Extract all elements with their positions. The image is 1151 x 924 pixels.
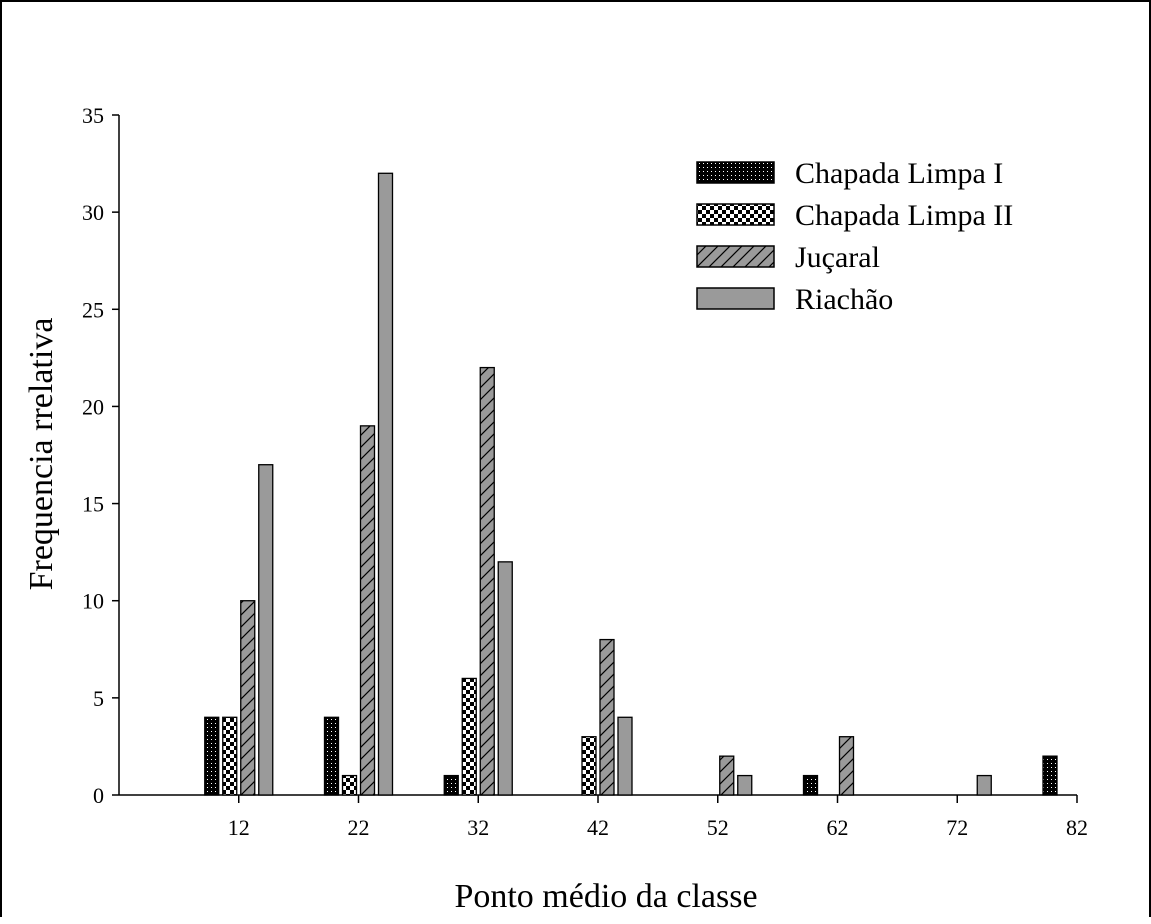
- legend-swatch: [696, 161, 775, 184]
- bar-82-series-0: [1042, 755, 1058, 796]
- legend-label: Juçaral: [795, 241, 880, 274]
- x-tick-label: 12: [228, 815, 250, 840]
- x-axis-title: Ponto médio da classe: [454, 878, 757, 915]
- x-tick-label: 72: [946, 815, 968, 840]
- x-tick-label: 42: [587, 815, 609, 840]
- bars: [204, 172, 1058, 796]
- x-tick-label: 62: [827, 815, 849, 840]
- legend: Chapada Limpa I Chapada Limpa II Juçaral Ri…: [696, 157, 1013, 316]
- bar-52-series-2: [719, 755, 735, 796]
- bar-22-series-0: [323, 716, 340, 796]
- bar-32-series-0: [443, 774, 459, 796]
- bar-12-series-1: [222, 716, 238, 796]
- y-tick-label: 15: [82, 492, 104, 517]
- bar-22-series-1: [341, 774, 358, 796]
- y-tick-label: 0: [93, 783, 104, 808]
- legend-label: Riachão: [795, 283, 893, 316]
- bar-62-series-2: [838, 736, 855, 796]
- bar-52-series-3: [737, 774, 753, 796]
- legend-swatch: [696, 245, 775, 268]
- bar-22-series-3: [377, 172, 394, 796]
- x-tick-label: 22: [348, 815, 370, 840]
- y-tick-label: 35: [82, 103, 104, 128]
- bar-32-series-3: [497, 561, 513, 796]
- bar-22-series-2: [359, 425, 376, 796]
- bar-32-series-2: [479, 366, 495, 796]
- y-axis: 0 5 10 15 20 25 30 35: [82, 103, 120, 808]
- bar-72-series-3: [976, 774, 992, 796]
- bar-42-series-3: [617, 716, 633, 796]
- y-tick-label: 20: [82, 394, 104, 419]
- bar-42-series-1: [581, 736, 597, 796]
- bar-12-series-3: [258, 464, 274, 796]
- y-tick-label: 30: [82, 200, 104, 225]
- x-axis: 12 22 32 42 52 62 72 82: [119, 794, 1088, 840]
- x-tick-label: 32: [467, 815, 489, 840]
- x-tick-label: 82: [1066, 815, 1088, 840]
- bar-32-series-1: [461, 677, 477, 796]
- bar-12-series-0: [204, 716, 220, 796]
- y-tick-label: 25: [82, 297, 104, 322]
- legend-label: Chapada Limpa I: [795, 157, 1003, 190]
- x-tick-label: 52: [707, 815, 729, 840]
- bar-62-series-0: [802, 774, 819, 796]
- bar-12-series-2: [240, 600, 256, 796]
- y-axis-title: Frequencia rrelativa: [23, 318, 60, 591]
- y-tick-label: 5: [93, 686, 104, 711]
- legend-label: Chapada Limpa II: [795, 199, 1013, 232]
- bar-42-series-2: [599, 638, 615, 796]
- y-tick-label: 10: [82, 589, 104, 614]
- legend-swatch: [696, 203, 775, 226]
- legend-swatch: [696, 287, 775, 310]
